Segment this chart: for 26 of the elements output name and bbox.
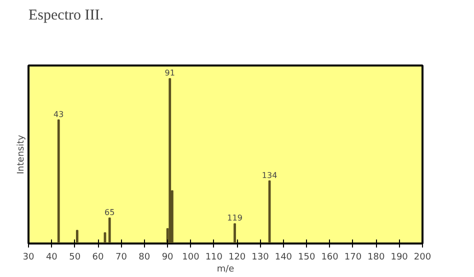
annotation: 65 <box>104 208 115 217</box>
x-tick-label: 200 <box>414 252 432 262</box>
x-tick-label: 30 <box>22 252 34 262</box>
x-tick-label: 170 <box>344 252 362 262</box>
x-tick-label: 80 <box>138 252 150 262</box>
x-tick-label: 120 <box>228 252 246 262</box>
x-tick-label: 100 <box>182 252 200 262</box>
x-tick-label: 160 <box>321 252 339 262</box>
annotation: 134 <box>262 170 278 180</box>
x-tick-label: 40 <box>46 252 58 262</box>
x-tick-label: 50 <box>69 252 81 262</box>
y-axis-title: Intensity <box>16 134 26 174</box>
x-tick-label: 110 <box>205 252 223 262</box>
x-tick-label: 190 <box>390 252 408 262</box>
annotation: 43 <box>54 110 64 119</box>
x-tick-label: 130 <box>252 252 270 262</box>
x-tick-label: 90 <box>162 252 174 262</box>
annotation: 119 <box>227 214 242 223</box>
x-tick-label: 60 <box>92 252 104 262</box>
x-tick-label: 70 <box>115 252 128 262</box>
annotation: 91 <box>164 68 175 78</box>
x-tick-label: 150 <box>298 252 316 262</box>
chart-title: Espectro III. <box>28 8 104 24</box>
x-tick-label: 140 <box>274 252 292 262</box>
x-tick-label: 180 <box>368 252 386 262</box>
x-axis-title: m/e <box>216 264 235 274</box>
